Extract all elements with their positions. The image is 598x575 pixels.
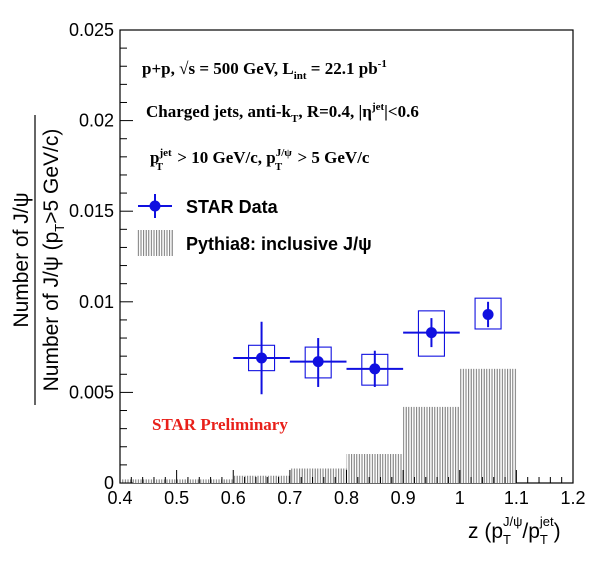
y-tick-label-5: 0.025 — [69, 20, 114, 40]
pythia-bin-3 — [289, 468, 347, 483]
data-point-1 — [312, 356, 324, 368]
pythia-bin-0 — [120, 479, 177, 483]
y-tick-label-4: 0.02 — [79, 111, 114, 131]
data-point-0 — [256, 352, 268, 364]
pythia-bin-4 — [346, 454, 404, 483]
y-axis-title: Number of J/ψ Number of J/ψ (pT>5 GeV/c) — [10, 115, 67, 405]
data-point-4 — [482, 308, 494, 320]
legend: STAR Data Pythia8: inclusive J/ψ — [137, 194, 372, 256]
legend-model-swatch — [137, 230, 173, 256]
y-tick-label-3: 0.015 — [69, 201, 114, 221]
sys-box-4 — [474, 297, 502, 330]
axis-tick-labels: 0.4 0.5 0.6 0.7 0.8 0.9 1 1.1 1.2 0 0.005 0.01 0.015… — [69, 20, 586, 508]
x-tick-label-8: 1.2 — [560, 488, 585, 508]
star-data-points — [233, 297, 502, 395]
data-point-3 — [425, 327, 437, 339]
pythia-bin-6 — [459, 368, 517, 483]
y-tick-label-2: 0.01 — [79, 292, 114, 312]
x-tick-label-0: 0.4 — [107, 488, 132, 508]
y-tick-label-1: 0.005 — [69, 382, 114, 402]
legend-data-marker — [149, 200, 161, 212]
pythia-bin-2 — [233, 475, 290, 483]
annotation-line-3: pjet T > 10 GeV/c, pJ/ψ T > 5 GeV/c — [150, 147, 370, 173]
x-tick-label-3: 0.7 — [277, 488, 302, 508]
data-point-2 — [369, 363, 381, 375]
y-tick-label-0: 0 — [104, 473, 114, 493]
legend-data-label: STAR Data — [186, 197, 279, 217]
x-tick-label-6: 1 — [455, 488, 465, 508]
x-tick-label-4: 0.8 — [334, 488, 359, 508]
pythia-bin-1 — [176, 479, 234, 483]
x-axis-title: z (pTJ/ψ/pTjet) — [468, 514, 561, 547]
annotation-line-1: p+p, √s = 500 GeV, Lint = 22.1 pb-1 — [142, 58, 387, 82]
legend-model-label: Pythia8: inclusive J/ψ — [186, 234, 372, 254]
y-axis-denominator: Number of J/ψ (pT>5 GeV/c) — [40, 129, 67, 392]
x-tick-label-2: 0.6 — [221, 488, 246, 508]
pythia-bin-5 — [403, 406, 460, 483]
axis-ticks — [119, 29, 574, 484]
x-tick-label-1: 0.5 — [164, 488, 189, 508]
y-axis-numerator: Number of J/ψ — [10, 192, 33, 327]
annotation-line-2: Charged jets, anti-kT, R=0.4, |ηjet|<0.6 — [146, 101, 419, 125]
x-tick-label-5: 0.9 — [391, 488, 416, 508]
preliminary-label: STAR Preliminary — [152, 415, 288, 434]
x-tick-label-7: 1.1 — [504, 488, 529, 508]
pythia-histogram — [120, 368, 517, 483]
